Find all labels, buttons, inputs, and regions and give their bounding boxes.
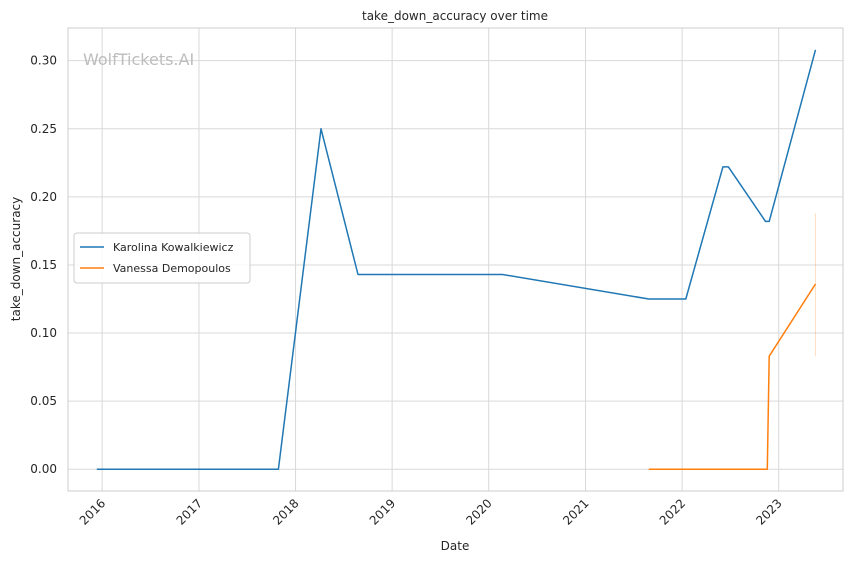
- plot-frame: [67, 27, 844, 492]
- watermark: WolfTickets.AI: [83, 50, 194, 69]
- legend-label-vanessa: Vanessa Demopoulos: [113, 262, 231, 275]
- series-line: [648, 283, 817, 470]
- y-axis-label: take_down_accuracy: [9, 197, 23, 321]
- y-tick-label: 0.05: [30, 394, 57, 408]
- y-tick-label: 0.15: [30, 258, 57, 272]
- series-line: [96, 49, 817, 470]
- series-lines: [96, 49, 817, 470]
- y-tick-label: 0.00: [30, 462, 57, 476]
- y-axis-ticks: 0.00 0.05 0.10 0.15 0.20 0.25 0.30: [30, 54, 57, 477]
- legend-label-karolina: Karolina Kowalkiewicz: [113, 241, 234, 254]
- y-tick-label: 0.25: [30, 122, 57, 136]
- chart-title: take_down_accuracy over time: [362, 9, 548, 23]
- y-tick-label: 0.30: [30, 54, 57, 68]
- y-tick-label: 0.10: [30, 326, 57, 340]
- x-axis-label: Date: [441, 539, 470, 553]
- legend-box: [73, 232, 251, 284]
- y-tick-label: 0.20: [30, 190, 57, 204]
- legend: Karolina Kowalkiewicz Vanessa Demopoulos: [73, 232, 251, 284]
